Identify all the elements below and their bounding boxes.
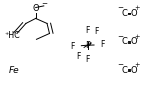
- Text: C: C: [122, 66, 128, 75]
- Text: O: O: [131, 9, 137, 18]
- Text: O: O: [131, 66, 137, 75]
- Text: ⁺HC: ⁺HC: [5, 31, 20, 40]
- Text: +: +: [134, 5, 140, 11]
- Text: F: F: [85, 55, 90, 64]
- Text: F: F: [94, 27, 99, 36]
- Text: O: O: [32, 4, 39, 13]
- Text: −: −: [117, 34, 123, 40]
- Text: F: F: [70, 42, 74, 50]
- Text: +: +: [134, 62, 140, 68]
- Text: −: −: [117, 5, 123, 11]
- Text: +: +: [134, 34, 140, 40]
- Text: F: F: [85, 26, 90, 35]
- Text: O: O: [131, 37, 137, 46]
- Text: F: F: [100, 40, 104, 49]
- Text: F: F: [76, 52, 81, 61]
- Text: Fe: Fe: [9, 66, 20, 75]
- Text: −: −: [117, 62, 123, 68]
- Text: −: −: [41, 1, 47, 7]
- Text: C: C: [122, 9, 128, 18]
- Text: P: P: [85, 41, 90, 50]
- Text: C: C: [122, 37, 128, 46]
